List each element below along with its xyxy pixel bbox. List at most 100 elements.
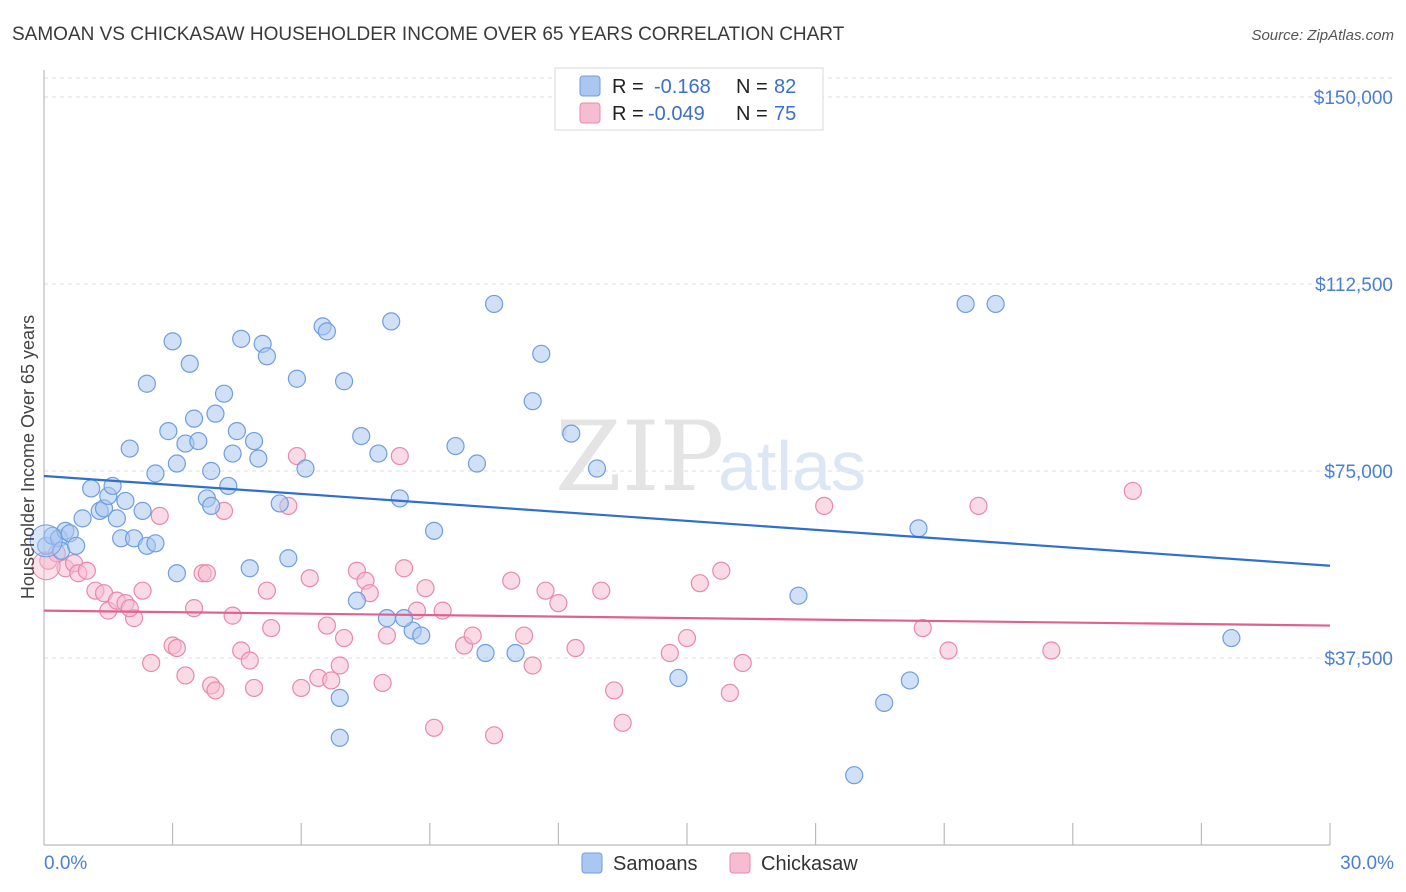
legend-box: R = -0.168 N = 82 R = -0.049 N = 75: [554, 67, 824, 131]
samoan-point: [249, 449, 268, 468]
samoan-point: [352, 426, 371, 446]
legend-r-label-samoan: R =: [612, 76, 644, 98]
samoan-point: [167, 454, 186, 473]
legend-n-label-chickasaw: N =: [736, 103, 768, 125]
y-tick-labels: $150,000 $112,500 $75,000 $37,500: [1314, 88, 1393, 670]
samoan-trend-line: [43, 474, 1331, 567]
samoan-point: [523, 392, 542, 411]
samoan-point: [232, 329, 251, 348]
samoan-point: [202, 496, 221, 516]
chickasaw-point: [712, 561, 731, 580]
samoan-point: [845, 766, 864, 785]
chickasaw-point: [815, 496, 834, 516]
samoan-point: [67, 536, 86, 555]
samoan-point: [334, 372, 354, 391]
chart-title: SAMOAN VS CHICKASAW HOUSEHOLDER INCOME O…: [12, 24, 845, 45]
chickasaw-point: [720, 683, 739, 703]
chart-source: Source: ZipAtlas.com: [1251, 27, 1394, 44]
chickasaw-point: [485, 726, 504, 745]
chickasaw-point: [416, 579, 435, 598]
samoan-point: [1222, 628, 1241, 648]
chickasaw-point: [184, 599, 204, 618]
chickasaw-point: [373, 673, 392, 693]
chickasaw-point: [322, 671, 341, 690]
legend-r-value-samoan: -0.168: [654, 76, 711, 98]
x-tick-label-min: 0.0%: [44, 853, 87, 874]
samoan-point: [390, 489, 409, 508]
samoan-point: [986, 294, 1005, 314]
chickasaw-point: [77, 561, 96, 580]
chickasaw-point: [433, 601, 452, 620]
legend-n-value-samoan: 82: [774, 76, 796, 98]
samoan-point: [317, 322, 337, 341]
chickasaw-point: [549, 594, 568, 613]
samoan-point: [369, 444, 388, 463]
samoan-point: [133, 501, 152, 520]
chickasaw-point: [660, 643, 679, 663]
samoan-point: [159, 422, 178, 441]
samoan-point: [279, 549, 298, 568]
samoan-point: [789, 586, 808, 605]
chickasaw-point: [613, 713, 632, 732]
chickasaw-point: [390, 446, 409, 466]
bottom-legend-swatch-samoans: [581, 852, 603, 874]
samoan-point: [120, 439, 139, 458]
x-tick-marks: [172, 823, 1331, 845]
legend-n-value-chickasaw: 75: [774, 103, 796, 125]
samoan-point: [532, 344, 551, 363]
watermark-atlas: atlas: [718, 427, 866, 505]
samoan-point: [82, 479, 101, 498]
chickasaw-point: [605, 681, 624, 700]
chickasaw-point: [330, 656, 349, 675]
chickasaw-point: [176, 666, 195, 685]
trend-lines: [43, 474, 1331, 627]
y-tick-label: $112,500: [1315, 275, 1393, 296]
chickasaw-point: [244, 678, 264, 698]
chickasaw-point: [377, 626, 397, 645]
samoan-point: [476, 643, 495, 663]
chickasaw-point: [677, 628, 697, 648]
chickasaw-point: [733, 653, 752, 673]
samoan-point: [467, 454, 487, 473]
y-tick-label: $150,000: [1314, 88, 1393, 109]
samoan-point: [587, 459, 607, 478]
samoan-point: [29, 524, 63, 558]
legend-n-label-samoan: N =: [736, 76, 768, 98]
samoan-point: [330, 688, 349, 707]
samoan-point: [909, 519, 928, 538]
samoan-point: [227, 422, 246, 441]
samoan-point: [189, 431, 208, 451]
samoan-point: [244, 431, 264, 451]
chickasaw-point: [463, 626, 482, 645]
samoan-points: [29, 294, 1241, 785]
samoan-point: [214, 384, 234, 403]
chickasaw-point: [334, 628, 354, 648]
samoan-point: [900, 671, 920, 690]
y-axis-label: Householder Income Over 65 years: [18, 315, 38, 599]
samoan-point: [219, 476, 238, 496]
legend-r-label-chickasaw: R =: [612, 103, 644, 125]
legend-r-value-chickasaw: -0.049: [648, 103, 705, 125]
samoan-point: [956, 294, 975, 314]
bottom-legend-samoans: Samoans: [613, 853, 698, 875]
chickasaw-point: [502, 571, 521, 590]
samoan-point: [163, 332, 182, 351]
chickasaw-point: [690, 574, 709, 593]
samoan-point: [270, 494, 289, 513]
chickasaw-point: [424, 718, 444, 737]
samoan-point: [347, 591, 367, 610]
chickasaw-point: [317, 616, 337, 635]
chickasaw-point: [167, 638, 186, 658]
samoan-point: [446, 436, 465, 456]
bottom-legend: Samoans Chickasaw: [581, 852, 858, 875]
samoan-point: [875, 693, 894, 712]
samoan-point: [424, 521, 444, 540]
chickasaw-point: [197, 564, 216, 583]
chickasaw-point: [515, 626, 534, 645]
chickasaw-point: [1123, 481, 1142, 501]
chickasaw-point: [566, 638, 585, 658]
chickasaw-point: [240, 651, 259, 670]
chickasaw-point: [292, 678, 311, 698]
samoan-point: [146, 534, 165, 553]
